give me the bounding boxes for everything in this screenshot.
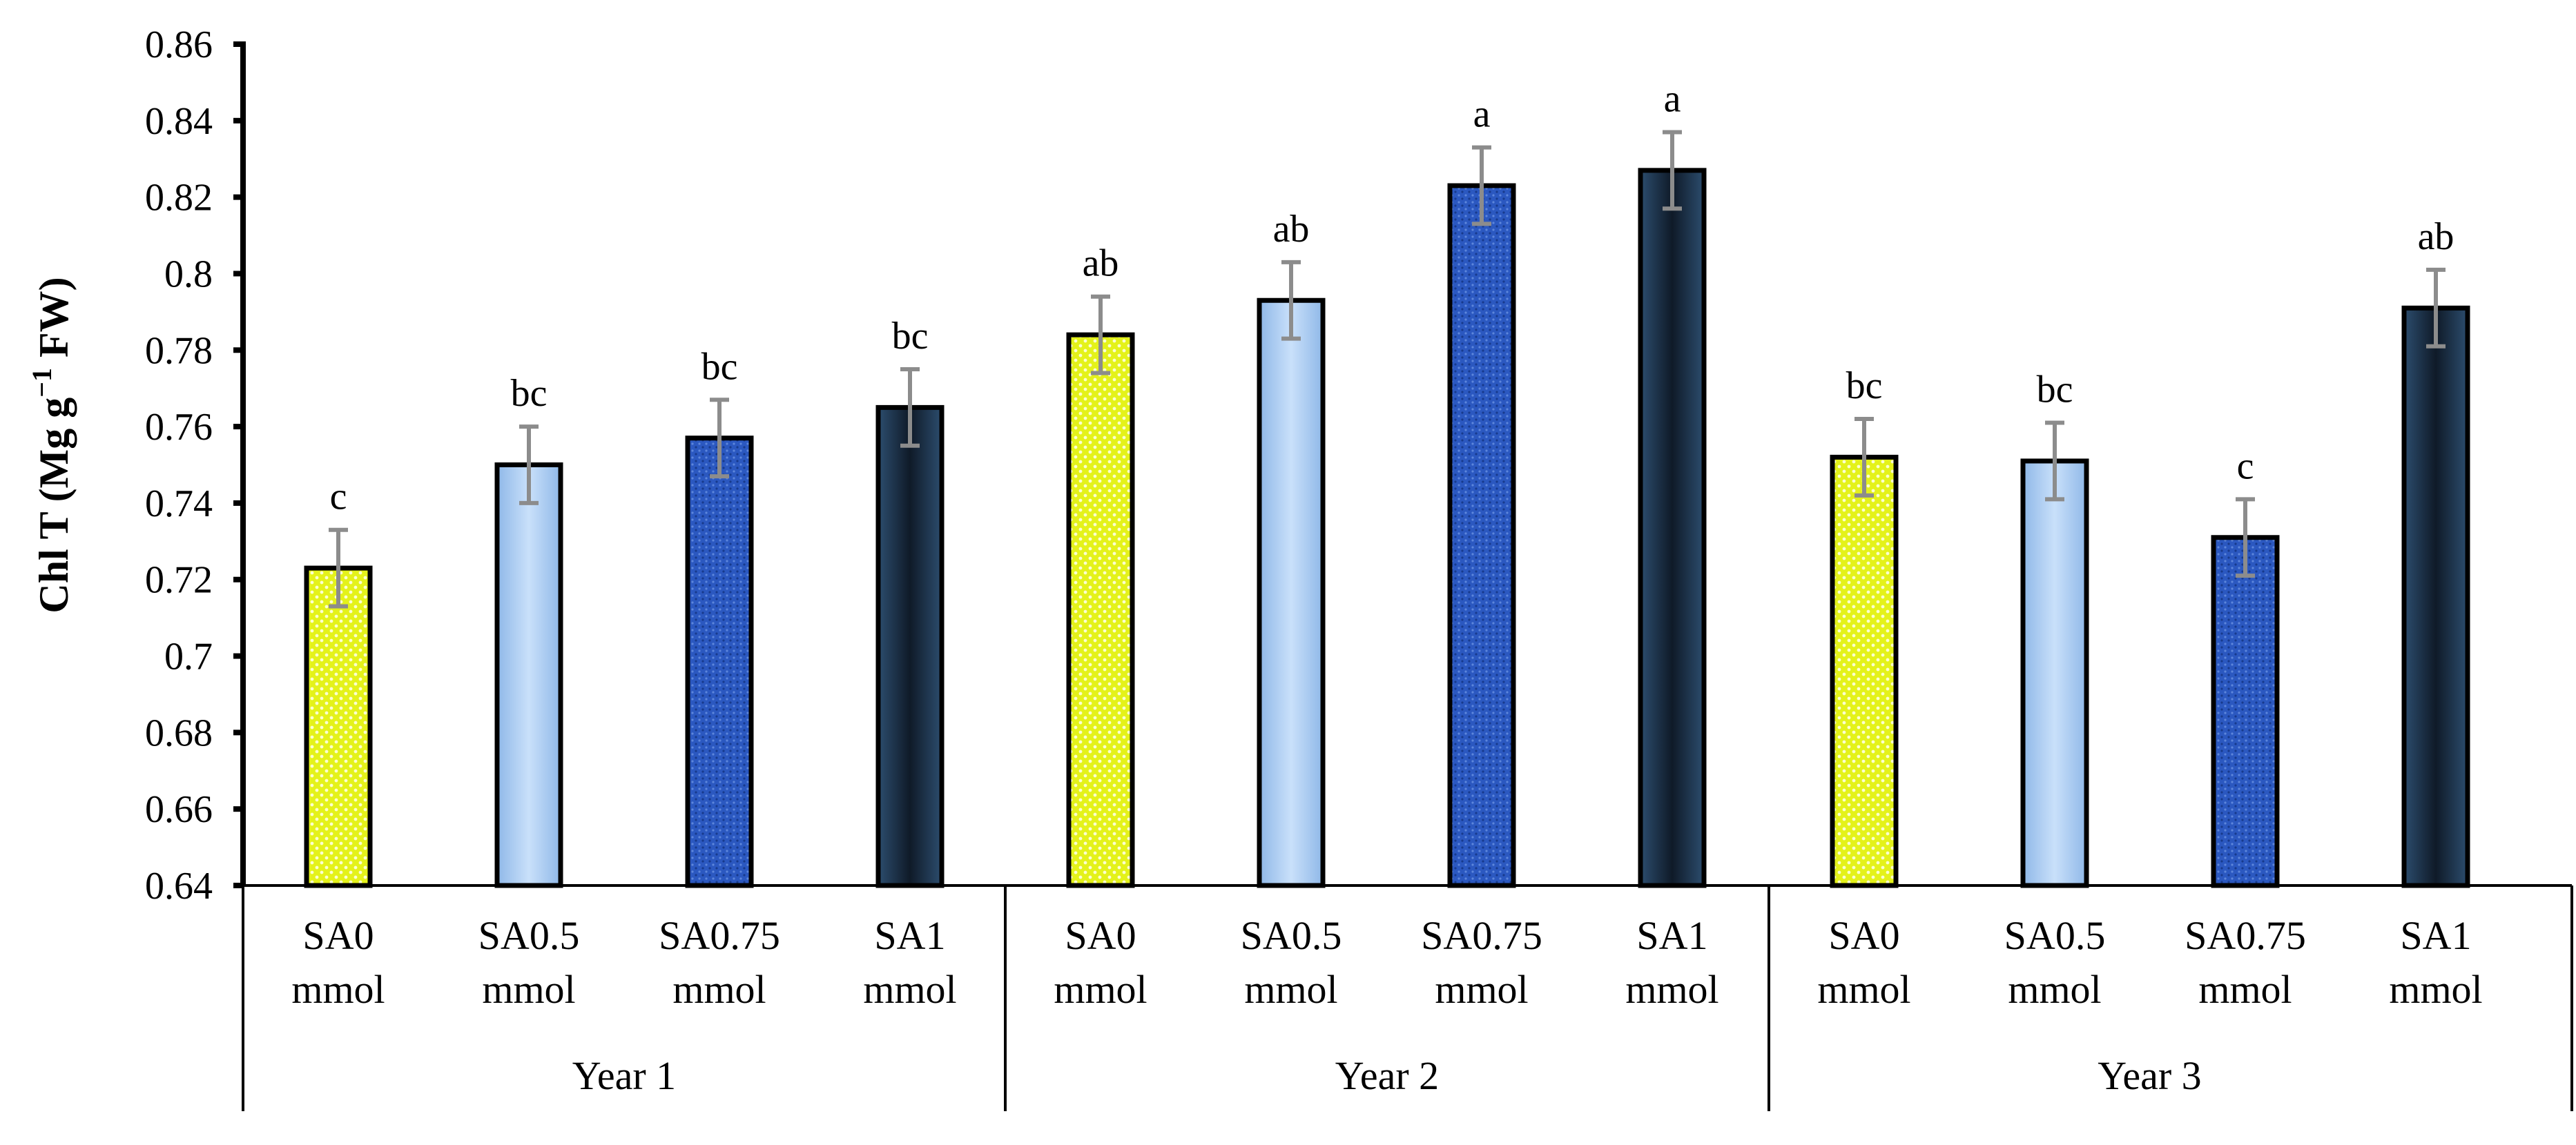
y-axis-title: Chl T (Mg g−1 FW) xyxy=(26,277,77,613)
category-label-line2: mmol xyxy=(1244,967,1337,1012)
category-label-line1: SA0.75 xyxy=(659,913,780,958)
category-label-line1: SA1 xyxy=(874,913,945,958)
category-label-line1: SA0.5 xyxy=(478,913,580,958)
y-tick-label: 0.8 xyxy=(164,253,213,295)
bar xyxy=(1257,297,1326,888)
category-label-line1: SA1 xyxy=(1636,913,1707,958)
y-tick-label: 0.68 xyxy=(145,712,213,754)
significance-label: c xyxy=(2237,444,2254,487)
category-label-line1: SA0 xyxy=(302,913,374,958)
significance-label: bc xyxy=(1846,364,1883,407)
category-label-line1: SA0.5 xyxy=(1241,913,1342,958)
y-ticks: 0.64 0.66 0.68 0.7 0.72 0.74 0.76 0.78 0.8 0.82 0.… xyxy=(145,23,243,908)
bar xyxy=(1830,454,1899,888)
y-tick-label: 0.74 xyxy=(145,482,213,525)
significance-label: bc xyxy=(701,345,738,388)
significance-label: ab xyxy=(2418,215,2454,258)
category-label-line1: SA0 xyxy=(1065,913,1136,958)
y-tick-label: 0.86 xyxy=(145,23,213,66)
category-label-line2: mmol xyxy=(672,967,766,1012)
significance-label: ab xyxy=(1083,242,1119,285)
y-tick-label: 0.7 xyxy=(164,636,213,678)
bar xyxy=(685,436,754,888)
bar xyxy=(875,404,945,888)
category-labels: SA0 mmol SA0.5 mmol SA0.75 mmol SA1 mmol Year 1 S… xyxy=(291,913,2482,1098)
bar xyxy=(1066,332,1135,888)
axes xyxy=(240,41,2573,1111)
y-tick-label: 0.64 xyxy=(145,865,213,908)
category-label-line1: SA0.75 xyxy=(1421,913,1542,958)
bar xyxy=(2020,458,2089,888)
y-tick-label: 0.76 xyxy=(145,406,213,449)
category-label-line1: SA0 xyxy=(1828,913,1899,958)
group-label: Year 3 xyxy=(2098,1053,2201,1098)
category-label-line2: mmol xyxy=(1054,967,1147,1012)
y-tick-label: 0.78 xyxy=(145,329,213,372)
category-label-line2: mmol xyxy=(2389,967,2482,1012)
category-label-line2: mmol xyxy=(2198,967,2292,1012)
category-label-line1: SA0.5 xyxy=(2004,913,2106,958)
y-tick-label: 0.82 xyxy=(145,177,213,219)
bar xyxy=(1447,183,1516,888)
significance-label: bc xyxy=(2037,369,2073,411)
group-label: Year 1 xyxy=(572,1053,676,1098)
bar xyxy=(304,565,373,888)
bars: c bc bc bc ab ab a a bc bc c ab xyxy=(304,77,2470,888)
category-label-line2: mmol xyxy=(291,967,385,1012)
category-label-line2: mmol xyxy=(1625,967,1718,1012)
category-label-line2: mmol xyxy=(863,967,956,1012)
y-tick-label: 0.66 xyxy=(145,788,213,831)
bar xyxy=(494,462,563,888)
bar xyxy=(2211,535,2280,888)
significance-label: a xyxy=(1664,77,1681,120)
bar xyxy=(1638,168,1707,888)
significance-label: bc xyxy=(892,315,929,358)
y-tick-label: 0.72 xyxy=(145,559,213,602)
category-label-line2: mmol xyxy=(2008,967,2101,1012)
significance-label: ab xyxy=(1273,208,1310,251)
significance-label: a xyxy=(1473,93,1491,136)
group-label: Year 2 xyxy=(1335,1053,1439,1098)
significance-label: c xyxy=(330,476,347,518)
category-label-line2: mmol xyxy=(482,967,575,1012)
category-label-line2: mmol xyxy=(1435,967,1528,1012)
category-label-line2: mmol xyxy=(1817,967,1910,1012)
bar xyxy=(2401,305,2470,888)
category-label-line1: SA0.75 xyxy=(2185,913,2306,958)
significance-label: bc xyxy=(511,372,548,415)
category-label-line1: SA1 xyxy=(2400,913,2471,958)
y-tick-label: 0.84 xyxy=(145,100,213,143)
